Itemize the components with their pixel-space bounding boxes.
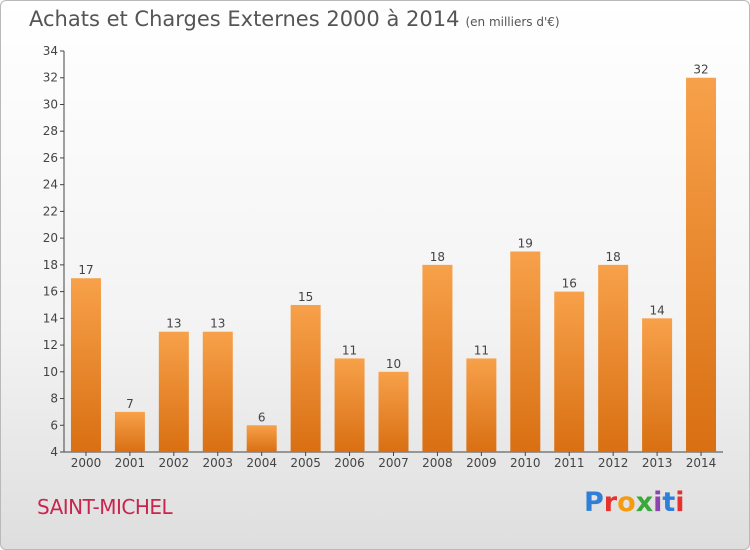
bar-2007 [378, 371, 409, 452]
bar-2014 [686, 77, 717, 452]
x-tick-label: 2008 [422, 456, 453, 470]
x-tick-label: 2002 [159, 456, 190, 470]
bar-value-label: 16 [562, 277, 577, 291]
chart-subtitle: (en milliers d'€) [465, 15, 560, 29]
bar-value-label: 32 [693, 63, 708, 77]
x-tick-label: 2010 [510, 456, 541, 470]
y-tick-label: 14 [43, 311, 58, 325]
bar-2002 [158, 331, 189, 452]
bar-2001 [114, 411, 145, 452]
y-tick-label: 34 [43, 44, 58, 58]
x-tick-label: 2001 [115, 456, 146, 470]
y-tick-label: 32 [43, 71, 58, 85]
x-tick-label: 2003 [202, 456, 233, 470]
place-name: SAINT-MICHEL [37, 495, 173, 519]
y-tick-label: 18 [43, 258, 58, 272]
y-tick-label: 8 [50, 392, 58, 406]
bar-2005 [290, 304, 321, 452]
bar-2010 [510, 251, 541, 452]
logo-letter: P [584, 487, 604, 518]
bar-2000 [70, 278, 101, 452]
bar-value-labels: 17 7 13 13 6 15 11 10 18 11 19 16 18 14 32 [78, 63, 708, 425]
logo-letter: t [662, 487, 676, 518]
y-tick-label: 28 [43, 124, 58, 138]
y-tick-label: 20 [43, 231, 58, 245]
bar-value-label: 11 [474, 343, 489, 357]
y-tick-label: 22 [43, 204, 58, 218]
bar-2012 [598, 264, 629, 452]
bars [70, 77, 717, 452]
x-tick-label: 2013 [642, 456, 673, 470]
logo-letter: x [635, 487, 654, 518]
y-tick-label: 4 [50, 445, 58, 459]
y-tick-label: 12 [43, 338, 58, 352]
bar-value-label: 11 [342, 343, 357, 357]
logo-letter: o [617, 487, 636, 518]
x-tick-label: 2014 [686, 456, 717, 470]
y-tick-label: 16 [43, 285, 58, 299]
chart-title: Achats et Charges Externes 2000 à 2014 (e… [29, 7, 560, 31]
x-tick-label: 2009 [466, 456, 497, 470]
bar-2008 [422, 264, 453, 452]
y-tick-label: 10 [43, 365, 58, 379]
x-tick-label: 2005 [290, 456, 321, 470]
bar-value-label: 13 [210, 317, 225, 331]
bar-value-label: 17 [78, 263, 93, 277]
bar-2011 [554, 291, 585, 452]
bar-2004 [246, 425, 277, 452]
axes: 4 6 8 10 12 14 16 18 20 22 24 26 28 30 32 34 2000 2001 200… [43, 44, 723, 470]
logo-letter: i [675, 487, 685, 518]
bar-value-label: 14 [649, 303, 664, 317]
bar-value-label: 6 [258, 410, 266, 424]
bar-value-label: 13 [166, 317, 181, 331]
bar-2006 [334, 358, 365, 452]
bar-value-label: 18 [430, 250, 445, 264]
x-tick-label: 2011 [554, 456, 585, 470]
bar-value-label: 15 [298, 290, 313, 304]
x-tick-label: 2007 [378, 456, 409, 470]
proxiti-logo: Proxiti [584, 487, 685, 518]
bar-value-label: 10 [386, 357, 401, 371]
bar-2013 [642, 318, 673, 452]
x-tick-label: 2004 [246, 456, 277, 470]
bar-2003 [202, 331, 233, 452]
y-tick-label: 6 [50, 418, 58, 432]
y-tick-label: 30 [43, 97, 58, 111]
logo-letter: r [603, 487, 618, 518]
chart-title-text: Achats et Charges Externes 2000 à 2014 [29, 7, 460, 31]
logo-letter: i [653, 487, 663, 518]
y-tick-label: 26 [43, 151, 58, 165]
bar-2009 [466, 358, 497, 452]
bar-value-label: 18 [606, 250, 621, 264]
x-tick-label: 2000 [71, 456, 102, 470]
bar-value-label: 7 [126, 397, 134, 411]
x-tick-label: 2012 [598, 456, 629, 470]
x-tick-label: 2006 [334, 456, 365, 470]
y-tick-label: 24 [43, 178, 58, 192]
bar-value-label: 19 [518, 237, 533, 251]
